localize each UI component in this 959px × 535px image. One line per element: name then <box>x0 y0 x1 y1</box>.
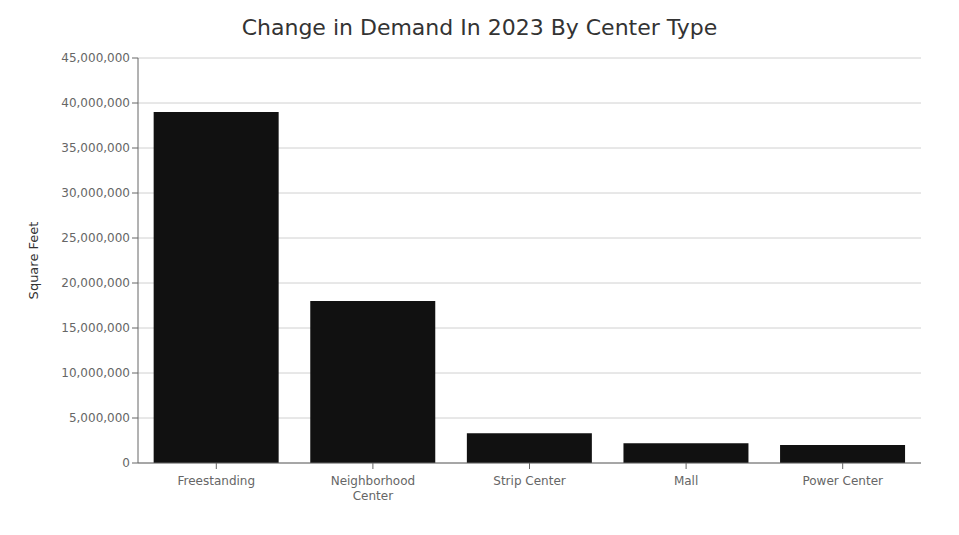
html-text:Change in Demand In 2023 By Ce: Change in Demand In 2023 By Center Type <box>241 15 718 40</box>
svg-text:Mall: Mall <box>674 474 698 488</box>
svg-text:15,000,000: 15,000,000 <box>61 321 130 335</box>
svg-text:0: 0 <box>122 456 130 470</box>
svg-text:5,000,000: 5,000,000 <box>69 411 130 425</box>
svg-text:40,000,000: 40,000,000 <box>61 96 130 110</box>
svg-text:Freestanding: Freestanding <box>178 474 256 488</box>
svg-text:20,000,000: 20,000,000 <box>61 276 130 290</box>
svg-text:NeighborhoodCenter: NeighborhoodCenter <box>331 474 416 503</box>
svg-text:Strip Center: Strip Center <box>493 474 565 488</box>
svg-text:25,000,000: 25,000,000 <box>61 231 130 245</box>
svg-text:10,000,000: 10,000,000 <box>61 366 130 380</box>
svg-text:45,000,000: 45,000,000 <box>61 51 130 65</box>
svg-text:30,000,000: 30,000,000 <box>61 186 130 200</box>
svg-text:35,000,000: 35,000,000 <box>61 141 130 155</box>
svg-text:Power Center: Power Center <box>802 474 883 488</box>
svg-text:Square Feet: Square Feet <box>26 222 41 300</box>
